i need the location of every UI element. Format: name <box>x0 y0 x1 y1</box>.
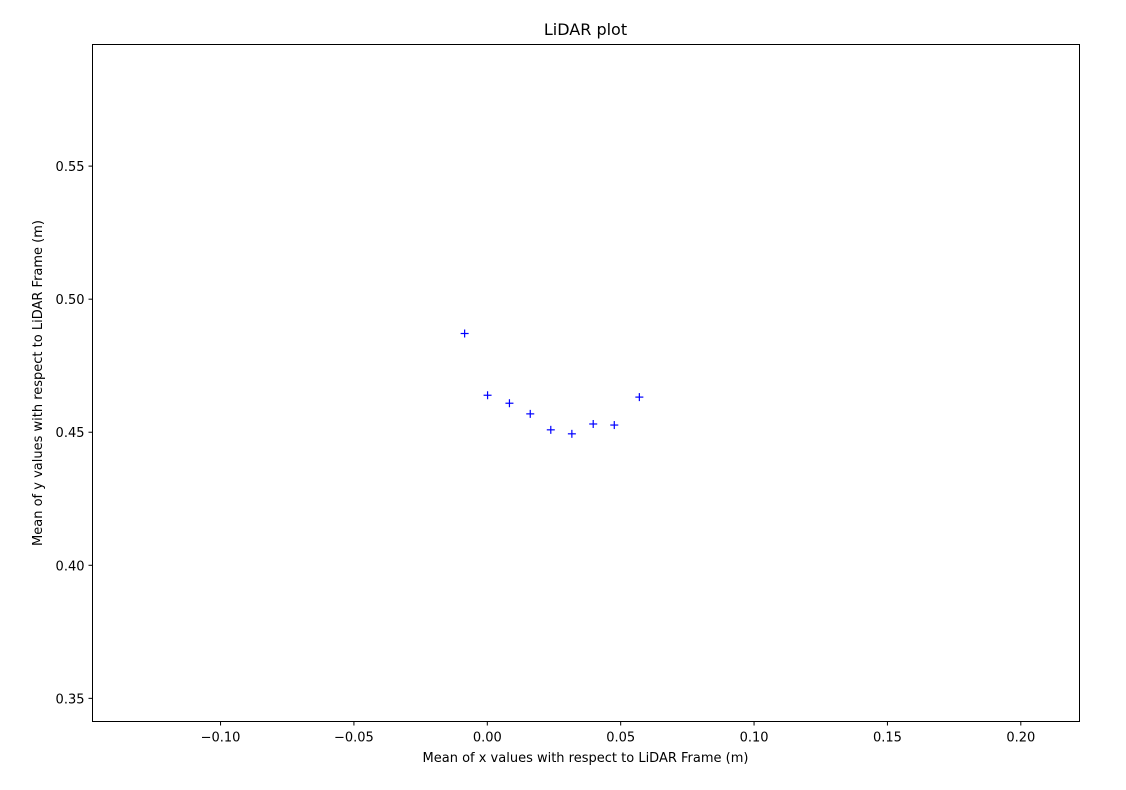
axes-frame <box>92 44 1080 722</box>
x-axis-label: Mean of x values with respect to LiDAR F… <box>423 751 749 766</box>
x-tick-label: 0.00 <box>473 731 502 746</box>
x-tick-label: 0.20 <box>1006 731 1035 746</box>
x-tick-label: −0.10 <box>201 731 241 746</box>
x-tick-label: 0.15 <box>873 731 902 746</box>
x-tick-label: −0.05 <box>334 731 374 746</box>
data-points <box>460 329 644 438</box>
y-tick-label: 0.45 <box>56 426 85 441</box>
y-tick-label: 0.55 <box>56 160 85 175</box>
data-point <box>589 419 598 428</box>
data-point <box>567 429 576 438</box>
y-tick-label: 0.35 <box>56 692 85 707</box>
data-point <box>610 421 619 430</box>
data-point <box>483 391 492 400</box>
y-tick-label: 0.50 <box>56 293 85 308</box>
data-point <box>460 329 469 338</box>
x-tick-label: 0.05 <box>606 731 635 746</box>
y-axis-label: Mean of y values with respect to LiDAR F… <box>31 220 46 546</box>
data-point <box>546 425 555 434</box>
chart-title: LiDAR plot <box>544 20 627 39</box>
x-tick-label: 0.10 <box>740 731 769 746</box>
data-point <box>505 399 514 408</box>
data-point <box>526 409 535 418</box>
y-axis-ticks: 0.35 0.40 0.45 0.50 0.55 <box>56 160 93 707</box>
data-point <box>635 393 644 402</box>
x-axis-ticks: −0.10 −0.05 0.00 0.05 0.10 0.15 0.20 <box>201 721 1035 746</box>
plot-area <box>92 44 1080 722</box>
y-tick-label: 0.40 <box>56 559 85 574</box>
